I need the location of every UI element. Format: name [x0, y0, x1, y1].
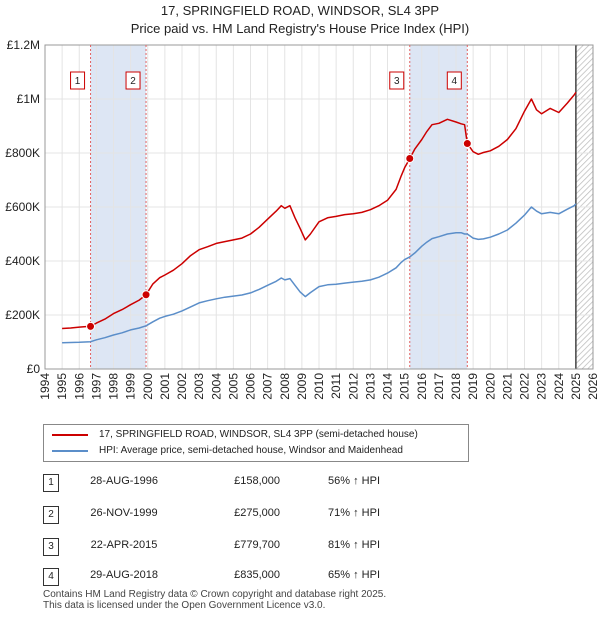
- grid-lines: [44, 44, 594, 370]
- x-tick-label: 2000: [141, 373, 155, 400]
- chart-subtitle: Price paid vs. HM Land Registry's House …: [130, 21, 470, 36]
- sale-marker: [86, 321, 96, 331]
- x-tick-label: 1996: [72, 373, 86, 400]
- x-tick-label: 2023: [535, 373, 549, 400]
- transaction-hpi: 65% ↑ HPI: [328, 569, 380, 581]
- transaction-hpi: 56% ↑ HPI: [328, 475, 380, 487]
- transaction-date: 26-NOV-1999: [90, 507, 158, 519]
- transaction-id: 1: [43, 474, 59, 492]
- transaction-hpi: 71% ↑ HPI: [328, 507, 380, 519]
- x-tick-label: 2021: [500, 373, 514, 400]
- x-tick-label: 1995: [55, 373, 69, 400]
- table-row: 2 26-NOV-1999 £275,000 71% ↑ HPI: [0, 504, 600, 526]
- y-tick-label: £1.2M: [7, 38, 40, 52]
- sale-label-text: 4: [452, 76, 458, 87]
- legend-label-property: 17, SPRINGFIELD ROAD, WINDSOR, SL4 3PP (…: [99, 429, 418, 440]
- transaction-price: £158,000: [234, 475, 280, 487]
- y-axis-ticks: £0 £200K £400K £600K £800K £1M £1.2M: [5, 38, 40, 376]
- x-tick-label: 2020: [483, 373, 497, 400]
- sale-vlines: [90, 45, 468, 369]
- legend-label-hpi: HPI: Average price, semi-detached house,…: [99, 445, 403, 456]
- x-tick-label: 2007: [261, 373, 275, 400]
- sale-label-box: [446, 71, 462, 90]
- table-row: 3 22-APR-2015 £779,700 81% ↑ HPI: [0, 536, 600, 558]
- x-tick-label: 2002: [175, 373, 189, 400]
- x-tick-label: 2017: [432, 373, 446, 400]
- transaction-id: 4: [43, 568, 59, 586]
- transaction-date: 28-AUG-1996: [90, 475, 158, 487]
- x-tick-label: 2001: [158, 373, 172, 400]
- transaction-id: 2: [43, 506, 59, 524]
- x-tick-label: 2010: [312, 373, 326, 400]
- footer-copyright: Contains HM Land Registry data © Crown c…: [43, 589, 387, 600]
- x-tick-label: 2005: [226, 373, 240, 400]
- x-tick-label: 2019: [466, 373, 480, 400]
- plot-frame: [44, 44, 594, 370]
- transaction-price: £779,700: [234, 539, 280, 551]
- x-tick-label: 1998: [107, 373, 121, 400]
- x-tick-label: 2015: [398, 373, 412, 400]
- series-line-property: [62, 91, 577, 330]
- x-tick-label: 2008: [278, 373, 292, 400]
- footer-licence: This data is licensed under the Open Gov…: [43, 600, 326, 611]
- x-tick-label: 2018: [449, 373, 463, 400]
- transaction-date: 29-AUG-2018: [90, 569, 158, 581]
- x-tick-label: 2009: [295, 373, 309, 400]
- x-tick-label: 1997: [89, 373, 103, 400]
- x-tick-label: 2016: [415, 373, 429, 400]
- legend-swatch-hpi: [52, 450, 88, 452]
- transaction-price: £835,000: [234, 569, 280, 581]
- y-tick-label: £200K: [5, 308, 40, 322]
- sale-marker: [141, 290, 151, 300]
- chart-title-block: 17, SPRINGFIELD ROAD, WINDSOR, SL4 3PP P…: [0, 2, 600, 38]
- x-tick-label: 2014: [381, 373, 395, 400]
- sale-label-boxes: 1 2 3 4: [70, 71, 462, 90]
- price-chart: 1 2 3 4 £0 £200K £400K £600K £800K £1M £1.2M 1994…: [5, 38, 600, 400]
- x-tick-label: 2025: [569, 373, 583, 400]
- x-tick-label: 2004: [209, 373, 223, 400]
- x-tick-label: 2011: [329, 373, 343, 399]
- sale-marker: [462, 139, 472, 149]
- sale-label-text: 1: [75, 76, 81, 87]
- y-tick-label: £600K: [5, 200, 40, 214]
- transaction-price: £275,000: [234, 507, 280, 519]
- transaction-id: 3: [43, 538, 59, 556]
- table-row: 1 28-AUG-1996 £158,000 56% ↑ HPI: [0, 472, 600, 494]
- x-tick-label: 1999: [124, 373, 138, 400]
- sale-label-text: 3: [394, 76, 400, 87]
- series-line-hpi: [62, 203, 577, 344]
- sale-label-box: [125, 71, 141, 90]
- x-tick-label: 2013: [363, 373, 377, 400]
- x-tick-label: 2022: [518, 373, 532, 400]
- x-tick-label: 2024: [552, 373, 566, 400]
- y-tick-label: £400K: [5, 254, 40, 268]
- sale-marker: [405, 153, 415, 163]
- sale-label-text: 2: [130, 76, 136, 87]
- sale-label-box: [70, 71, 86, 90]
- transaction-hpi: 81% ↑ HPI: [328, 539, 380, 551]
- x-tick-label: 2003: [192, 373, 206, 400]
- legend-swatch-property: [52, 434, 88, 436]
- x-tick-label: 2006: [244, 373, 258, 400]
- series-lines: [62, 91, 577, 344]
- chart-title: 17, SPRINGFIELD ROAD, WINDSOR, SL4 3PP: [160, 3, 440, 18]
- x-tick-label: 1994: [38, 373, 52, 400]
- y-tick-label: £800K: [5, 146, 40, 160]
- x-tick-label: 2026: [586, 373, 600, 400]
- legend: 17, SPRINGFIELD ROAD, WINDSOR, SL4 3PP (…: [43, 424, 469, 462]
- footer: Contains HM Land Registry data © Crown c…: [43, 589, 583, 611]
- table-row: 4 29-AUG-2018 £835,000 65% ↑ HPI: [0, 566, 600, 588]
- transaction-date: 22-APR-2015: [90, 539, 158, 551]
- x-axis-ticks: 1994 1995 1996 1997 1998 1999 2000 2001 2002 2003…: [38, 373, 600, 400]
- y-tick-label: £0: [27, 362, 41, 376]
- sale-markers: [86, 139, 472, 331]
- sale-label-box: [389, 71, 405, 90]
- y-tick-label: £1M: [17, 92, 40, 106]
- x-tick-label: 2012: [346, 373, 360, 400]
